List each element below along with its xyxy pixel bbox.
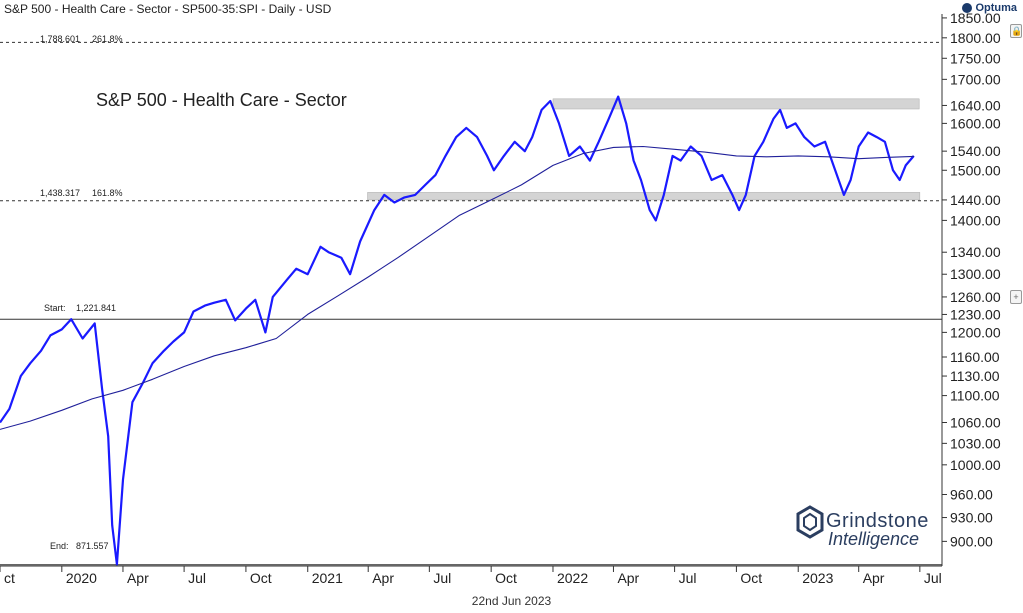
y-tick-label: 1400.00 xyxy=(950,212,1001,228)
optuma-logo-icon xyxy=(962,3,973,13)
x-tick-label: 2021 xyxy=(312,570,343,586)
y-tick-label: 1260.00 xyxy=(950,289,1001,305)
x-tick-label: Oct xyxy=(740,570,762,586)
y-tick-label: 1100.00 xyxy=(950,388,1000,404)
y-tick-label: 1850.00 xyxy=(950,10,1001,26)
y-tick-label: 1440.00 xyxy=(950,192,1001,208)
fib-261-price: 1,788.601 xyxy=(40,34,80,44)
fib-261-pct: 261.8% xyxy=(92,34,123,44)
x-tick-label: Apr xyxy=(372,570,394,586)
chart-window-title: S&P 500 - Health Care - Sector - SP500-3… xyxy=(4,2,332,16)
start-price: 1,221.841 xyxy=(76,303,116,313)
grindstone-logo-icon xyxy=(796,505,824,539)
start-label: Start: xyxy=(44,303,66,313)
y-tick-label: 1030.00 xyxy=(950,435,1001,451)
chart-title: S&P 500 - Health Care - Sector xyxy=(96,90,347,110)
lock-icon[interactable]: 🔒 xyxy=(1010,24,1023,38)
y-tick-label: 900.00 xyxy=(950,533,993,549)
watermark-line1: Grindstone xyxy=(826,510,929,532)
y-tick-label: 1300.00 xyxy=(950,266,1001,282)
y-tick-label: 1750.00 xyxy=(950,50,1001,66)
y-tick-label: 1160.00 xyxy=(950,349,1000,365)
resistance-support-band xyxy=(367,192,921,201)
y-tick-label: 1000.00 xyxy=(950,457,1001,473)
fib-161-price: 1,438.317 xyxy=(40,188,80,198)
brand-logo: Optuma xyxy=(962,2,1017,14)
y-tick-label: 1060.00 xyxy=(950,414,1001,430)
x-tick-label: Jul xyxy=(433,570,451,586)
end-price: 871.557 xyxy=(76,541,109,551)
y-tick-label: 1540.00 xyxy=(950,143,1001,159)
y-tick-label: 1700.00 xyxy=(950,71,1001,87)
y-tick-label: 1340.00 xyxy=(950,244,1001,260)
x-tick-label: ct xyxy=(4,570,15,586)
y-tick-label: 960.00 xyxy=(950,486,993,502)
x-tick-label: 2020 xyxy=(66,570,97,586)
x-tick-label: Apr xyxy=(617,570,639,586)
y-tick-label: 1500.00 xyxy=(950,162,1001,178)
x-tick-label: Jul xyxy=(679,570,697,586)
x-tick-label: Oct xyxy=(495,570,517,586)
price-series-line xyxy=(0,95,915,566)
current-date-label: 22nd Jun 2023 xyxy=(471,594,552,608)
plus-icon[interactable]: + xyxy=(1010,290,1022,304)
x-tick-label: Apr xyxy=(127,570,149,586)
brand-name: Optuma xyxy=(975,2,1017,14)
y-tick-label: 1200.00 xyxy=(950,324,1001,340)
y-tick-label: 1600.00 xyxy=(950,115,1001,131)
y-tick-label: 1640.00 xyxy=(950,97,1001,113)
fib-161-pct: 161.8% xyxy=(92,188,123,198)
end-label: End: xyxy=(50,541,69,551)
y-tick-label: 1130.00 xyxy=(950,368,1000,384)
x-tick-label: Jul xyxy=(188,570,206,586)
resistance-support-band xyxy=(552,98,920,110)
y-tick-label: 930.00 xyxy=(950,510,993,526)
x-tick-label: Oct xyxy=(250,570,272,586)
moving-average-line xyxy=(0,145,914,430)
y-tick-label: 1800.00 xyxy=(950,30,1001,46)
x-tick-label: 2023 xyxy=(802,570,833,586)
x-tick-label: 2022 xyxy=(557,570,588,586)
x-tick-label: Apr xyxy=(863,570,885,586)
y-tick-label: 1230.00 xyxy=(950,306,1001,322)
watermark-line2: Intelligence xyxy=(828,529,920,549)
x-tick-label: Jul xyxy=(924,570,942,586)
